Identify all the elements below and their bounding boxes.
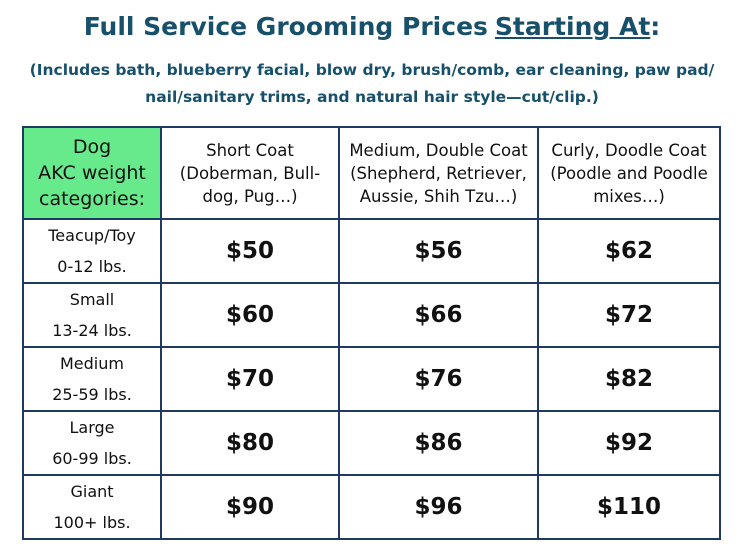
header-cell: Curly, Doodle Coat (Poodle and Poodle mixe…	[537, 126, 721, 220]
price: $92	[537, 410, 721, 476]
row: Teacup/Toy 0-12 lbs. $50 $56 $62	[22, 218, 721, 284]
header-row: Dog AKC weight categories: Short Coat (Dober…	[22, 126, 721, 220]
title: Full Service Grooming Prices Starting At:	[0, 12, 744, 41]
header-line: mixes…)	[593, 186, 665, 206]
weight: 60-99 lbs.	[52, 449, 132, 468]
price: $62	[537, 218, 721, 284]
price: $56	[338, 218, 539, 284]
weight: 0-12 lbs.	[57, 257, 127, 276]
header-cell: Medium, Double Coat (Shepherd, Retriever,…	[338, 126, 539, 220]
header-line: Short Coat	[206, 140, 294, 160]
price: $70	[160, 346, 340, 412]
price-table: Dog AKC weight categories: Short Coat (Dober…	[22, 126, 721, 540]
header-line: Medium, Double Coat	[349, 140, 528, 160]
category: Medium	[60, 354, 124, 373]
category: Small	[69, 290, 115, 309]
category-cell: Small 13-24 lbs.	[22, 282, 162, 348]
row: Large 60-99 lbs. $80 $86 $92	[22, 410, 721, 476]
header-cell: Dog AKC weight categories:	[22, 126, 162, 220]
row: Giant 100+ lbs. $90 $96 $110	[22, 474, 721, 540]
row: Small 13-24 lbs. $60 $66 $72	[22, 282, 721, 348]
category-cell: Large 60-99 lbs.	[22, 410, 162, 476]
price: $86	[338, 410, 539, 476]
header-line: dog, Pug…)	[202, 186, 298, 206]
price: $66	[338, 282, 539, 348]
category: Giant	[70, 482, 114, 501]
price: $80	[160, 410, 340, 476]
header-line: Aussie, Shih Tzu…)	[359, 186, 518, 206]
header-line: categories:	[39, 188, 145, 210]
header-line: (Shepherd, Retriever,	[350, 163, 527, 183]
category-cell: Giant 100+ lbs.	[22, 474, 162, 540]
header-line: AKC weight	[38, 162, 146, 184]
price: $50	[160, 218, 340, 284]
weight: 25-59 lbs.	[52, 385, 132, 404]
weight: 13-24 lbs.	[52, 321, 132, 340]
price: $110	[537, 474, 721, 540]
price: $76	[338, 346, 539, 412]
header-line: (Doberman, Bull-	[179, 163, 321, 183]
category: Large	[69, 418, 115, 437]
header-line: Curly, Doodle Coat	[551, 140, 707, 160]
price: $90	[160, 474, 340, 540]
row: Medium 25-59 lbs. $70 $76 $82	[22, 346, 721, 412]
weight: 100+ lbs.	[53, 513, 131, 532]
header-cell: Short Coat (Doberman, Bull-dog, Pug…)	[160, 126, 340, 220]
title-colon: :	[650, 12, 661, 41]
price: $82	[537, 346, 721, 412]
header-line: (Poodle and Poodle	[550, 163, 708, 183]
category: Teacup/Toy	[48, 226, 136, 245]
category-cell: Medium 25-59 lbs.	[22, 346, 162, 412]
price: $96	[338, 474, 539, 540]
header-line: Dog	[72, 136, 112, 158]
subtitle-line: nail/sanitary trims, and natural hair st…	[145, 88, 599, 106]
subtitle-line: (Includes bath, blueberry facial, blow d…	[29, 61, 715, 79]
title-text: Full Service Grooming Prices	[83, 12, 488, 41]
price: $60	[160, 282, 340, 348]
price: $72	[537, 282, 721, 348]
category-cell: Teacup/Toy 0-12 lbs.	[22, 218, 162, 284]
subtitle: (Includes bath, blueberry facial, blow d…	[0, 57, 744, 111]
title-underlined: Starting At	[494, 12, 651, 41]
